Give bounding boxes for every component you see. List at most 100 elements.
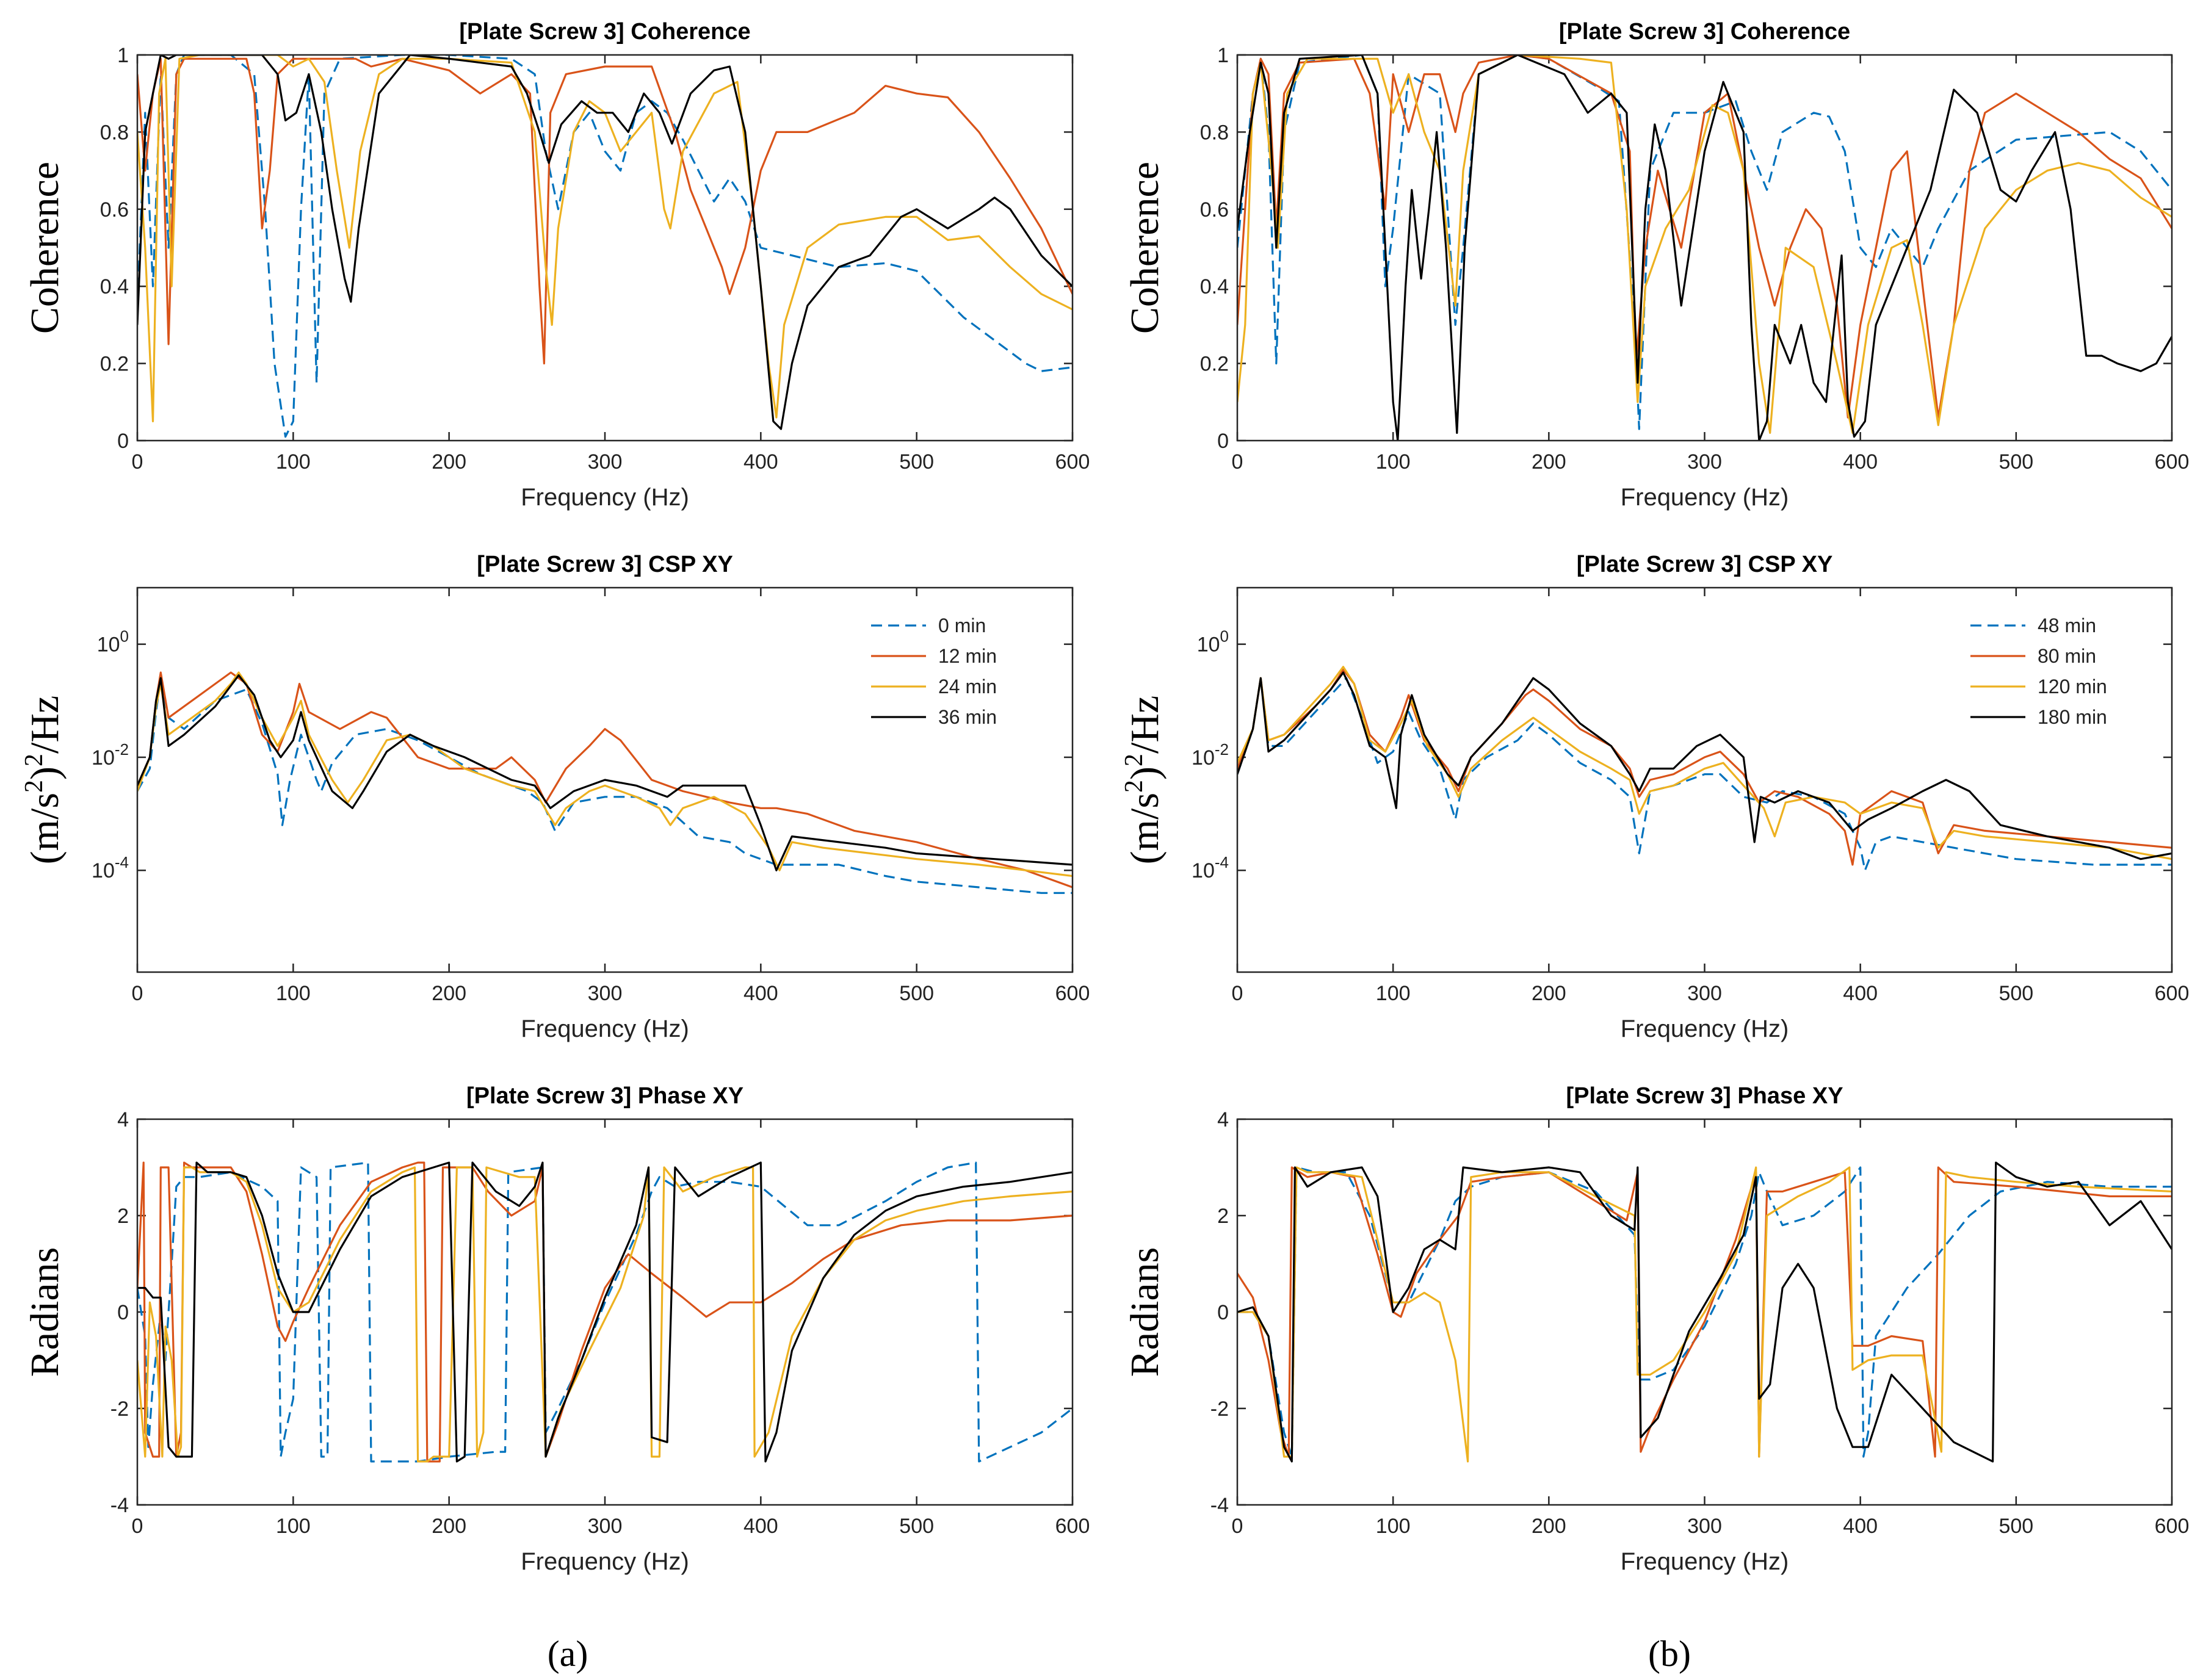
y-tick-label: 10-2 — [92, 740, 129, 770]
x-tick-label: 0 — [1232, 450, 1243, 474]
legend-box — [857, 599, 1061, 738]
series-line-48-min — [1237, 1166, 2172, 1458]
x-axis-label: Frequency (Hz) — [1621, 1015, 1789, 1042]
y-axis-label-part: 2 — [20, 780, 48, 793]
series-line-120-min — [1237, 666, 2172, 860]
y-tick-exponent: -2 — [115, 740, 129, 759]
series-line-36-min — [137, 55, 1073, 430]
x-tick-label: 100 — [276, 1515, 311, 1538]
legend-label: 36 min — [938, 706, 997, 728]
y-axis-label-part: 2 — [20, 754, 48, 766]
chart-b-1: [Plate Screw 3] Coherence 0 100 200 300 400 50… — [1123, 19, 2189, 511]
y-tick-label: 0.2 — [100, 353, 129, 376]
x-tick-label: 300 — [1687, 450, 1722, 474]
x-tick-label: 200 — [1532, 982, 1566, 1005]
x-axis-label: Frequency (Hz) — [521, 1548, 689, 1575]
x-tick-label: 100 — [1376, 1515, 1411, 1538]
y-axis-label: Coherence — [23, 162, 67, 334]
series-line-120-min — [1237, 1166, 2172, 1463]
legend-label: 24 min — [938, 676, 997, 698]
y-tick-label: 4 — [117, 1108, 129, 1131]
y-tick-label: 0 — [1217, 430, 1229, 453]
y-axis-label-part: (m/s — [1123, 793, 1167, 864]
x-tick-label: 400 — [743, 982, 778, 1005]
x-tick-label: 400 — [743, 450, 778, 474]
x-tick-label: 600 — [1055, 1515, 1090, 1538]
y-tick-label: 0.4 — [100, 275, 129, 298]
x-tick-label: 300 — [588, 982, 623, 1005]
y-tick-label: 100 — [97, 627, 129, 657]
y-tick-label: -2 — [1210, 1397, 1229, 1421]
series-line-24-min — [137, 1166, 1073, 1463]
x-tick-label: 0 — [1232, 982, 1243, 1005]
chart-a-3: [Plate Screw 3] Phase XY 0 100 200 300 400 500… — [23, 1083, 1090, 1575]
x-tick-label: 300 — [588, 450, 623, 474]
y-tick-label: 0 — [1217, 1301, 1229, 1324]
y-tick-label: 4 — [1217, 1108, 1229, 1131]
chart-b-3: [Plate Screw 3] Phase XY 0 100 200 300 400 500… — [1123, 1083, 2189, 1575]
y-axis-label-part: /Hz — [23, 696, 67, 754]
legend-label: 180 min — [2038, 706, 2107, 728]
legend-label: 48 min — [2038, 615, 2096, 636]
panel-label-b: (b) — [1648, 1634, 1691, 1674]
x-tick-label: 600 — [1055, 450, 1090, 474]
x-tick-label: 100 — [1376, 982, 1411, 1005]
x-tick-label: 400 — [1843, 450, 1878, 474]
series-line-12-min — [137, 57, 1073, 365]
chart-title: [Plate Screw 3] CSP XY — [1577, 552, 1833, 577]
series-line-120-min — [1237, 55, 2172, 434]
x-tick-label: 0 — [1232, 1515, 1243, 1538]
x-tick-label: 200 — [432, 1515, 466, 1538]
x-tick-label: 300 — [1687, 1515, 1722, 1538]
series-group — [1237, 666, 2172, 871]
y-tick-label: 10-4 — [1192, 853, 1229, 882]
y-tick-exponent: -2 — [1215, 740, 1229, 759]
y-tick-label: 1 — [1217, 44, 1229, 67]
chart-title: [Plate Screw 3] CSP XY — [477, 552, 733, 577]
x-tick-label: 500 — [899, 982, 934, 1005]
x-tick-label: 400 — [1843, 982, 1878, 1005]
series-group — [137, 671, 1073, 894]
chart-title: [Plate Screw 3] Coherence — [1559, 19, 1850, 45]
y-tick-label: -4 — [1210, 1494, 1229, 1517]
x-tick-label: 100 — [276, 450, 311, 474]
y-axis-label-part: 2 — [1120, 780, 1148, 793]
series-line-12-min — [137, 671, 1073, 889]
x-axis-label: Frequency (Hz) — [1621, 1548, 1789, 1575]
series-group — [137, 1161, 1073, 1463]
y-tick-base: 10 — [92, 859, 115, 882]
y-tick-label: 2 — [1217, 1205, 1229, 1228]
y-tick-label: -2 — [110, 1397, 129, 1421]
y-tick-label: -4 — [110, 1494, 129, 1517]
legend-label: 0 min — [938, 615, 986, 636]
y-tick-label: 0.6 — [100, 198, 129, 222]
plot-area-frame — [136, 1118, 1074, 1506]
x-axis-label: Frequency (Hz) — [521, 484, 689, 511]
y-tick-exponent: -4 — [1215, 853, 1229, 871]
x-tick-label: 300 — [1687, 982, 1722, 1005]
x-tick-label: 600 — [2155, 1515, 2190, 1538]
x-tick-label: 600 — [2155, 982, 2190, 1005]
x-tick-label: 0 — [132, 982, 143, 1005]
x-tick-label: 500 — [1999, 450, 2033, 474]
x-tick-label: 100 — [1376, 450, 1411, 474]
y-tick-exponent: 0 — [120, 627, 129, 646]
plot-area-frame — [1236, 1118, 2173, 1506]
y-tick-label: 10-2 — [1192, 740, 1229, 770]
x-tick-label: 500 — [899, 1515, 934, 1538]
y-tick-base: 10 — [92, 746, 115, 770]
x-tick-label: 300 — [588, 1515, 623, 1538]
y-tick-base: 10 — [1192, 859, 1215, 882]
y-tick-label: 2 — [117, 1205, 129, 1228]
series-line-36-min — [137, 1161, 1073, 1463]
x-axis-label: Frequency (Hz) — [521, 1015, 689, 1042]
legend-label: 80 min — [2038, 645, 2096, 667]
series-line-0-min — [137, 677, 1073, 894]
x-tick-label: 500 — [1999, 1515, 2033, 1538]
y-tick-label: 0.4 — [1200, 275, 1229, 298]
y-tick-label: 10-4 — [92, 853, 129, 882]
y-axis-label-part: (m/s — [23, 793, 67, 864]
plot-area-frame — [1236, 54, 2173, 442]
